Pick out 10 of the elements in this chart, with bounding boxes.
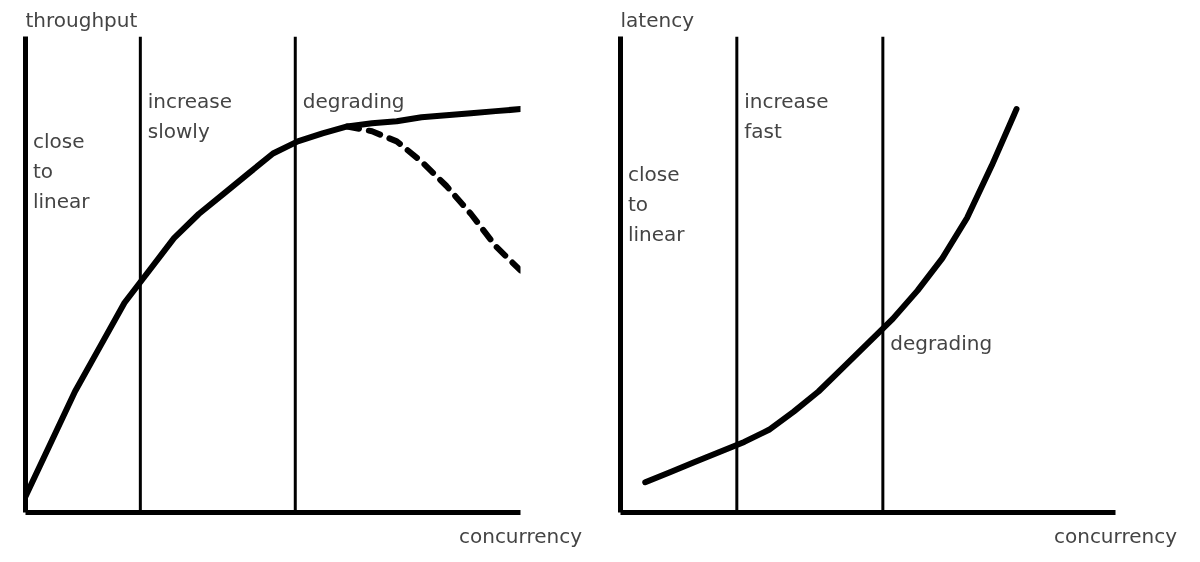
annotation: close to linear [627, 161, 686, 246]
y-axis-title: latency [620, 7, 695, 32]
annotation: increase fast [744, 88, 829, 143]
annotation: degrading [302, 88, 405, 113]
annotation: increase slowly [147, 88, 233, 143]
x-axis-title: concurrency [1053, 523, 1178, 548]
annotation: close to linear [32, 129, 91, 214]
x-axis-title: concurrency [458, 523, 583, 548]
annotation: degrading [890, 330, 993, 355]
y-axis-title: throughput [25, 7, 138, 32]
